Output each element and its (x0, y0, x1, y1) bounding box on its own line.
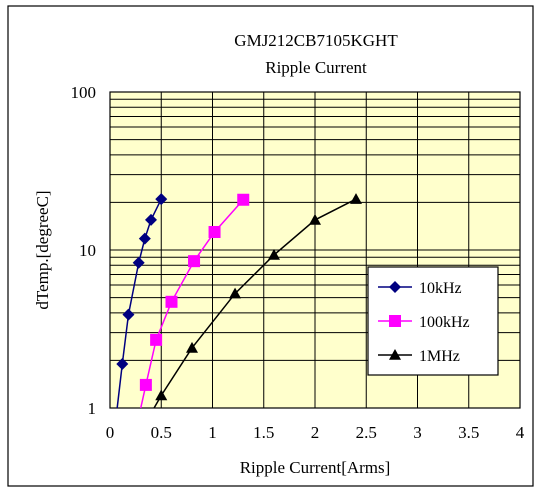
x-tick-labels: 0 0.5 1 1.5 2 2.5 3 3.5 4 (106, 423, 525, 442)
series-10khz (116, 193, 168, 409)
data-point-1mhz (309, 213, 321, 225)
x-tick-label: 2 (311, 423, 320, 442)
data-point-1mhz (186, 341, 198, 353)
x-tick-label: 1.5 (253, 423, 274, 442)
chart-title: GMJ212CB7105KGHT (234, 31, 398, 50)
data-point-10khz (132, 256, 145, 269)
y-tick-label: 10 (79, 241, 96, 260)
series-100khz (139, 193, 250, 409)
data-point-10khz (116, 357, 129, 370)
data-point-10khz (122, 308, 135, 321)
legend-marker-1mhz (389, 349, 401, 360)
series-1mhz (153, 193, 362, 409)
data-point-100khz (139, 378, 152, 391)
x-tick-label: 0.5 (151, 423, 172, 442)
data-point-1mhz (155, 389, 168, 401)
legend-label-1mhz: 1MHz (419, 348, 460, 365)
data-point-1mhz (350, 193, 362, 204)
data-point-10khz (138, 232, 151, 245)
legend: 10kHz 100kHz 1MHz (367, 266, 499, 376)
legend-entry-10khz: 10kHz (378, 280, 462, 297)
y-tick-labels: 1 10 100 (71, 83, 97, 418)
x-tick-label: 4 (516, 423, 525, 442)
data-point-100khz (165, 295, 178, 308)
data-point-10khz (145, 213, 157, 226)
data-point-10khz (155, 193, 168, 206)
legend-entry-1mhz: 1MHz (378, 348, 460, 365)
x-tick-label: 0 (106, 423, 115, 442)
legend-marker-10khz (389, 281, 401, 293)
x-axis-label: Ripple Current[Arms] (240, 458, 391, 477)
x-tick-label: 3.5 (458, 423, 479, 442)
legend-marker-100khz (389, 315, 401, 327)
data-point-1mhz (268, 248, 280, 260)
x-tick-label: 1 (208, 423, 217, 442)
chart-subtitle: Ripple Current (265, 58, 367, 77)
y-tick-label: 100 (71, 83, 97, 102)
y-tick-label: 1 (88, 399, 97, 418)
legend-label-100khz: 100kHz (419, 314, 470, 331)
x-tick-label: 3 (413, 423, 422, 442)
data-point-100khz (150, 333, 163, 346)
legend-entry-100khz: 100kHz (378, 314, 470, 331)
series-layer (116, 193, 362, 409)
data-point-100khz (208, 225, 221, 238)
data-point-100khz (237, 193, 250, 206)
y-axis-label: dTemp.[degreeC] (33, 190, 52, 309)
legend-label-10khz: 10kHz (419, 280, 462, 297)
data-point-1mhz (229, 287, 242, 299)
x-tick-label: 2.5 (356, 423, 377, 442)
data-point-100khz (188, 255, 201, 268)
